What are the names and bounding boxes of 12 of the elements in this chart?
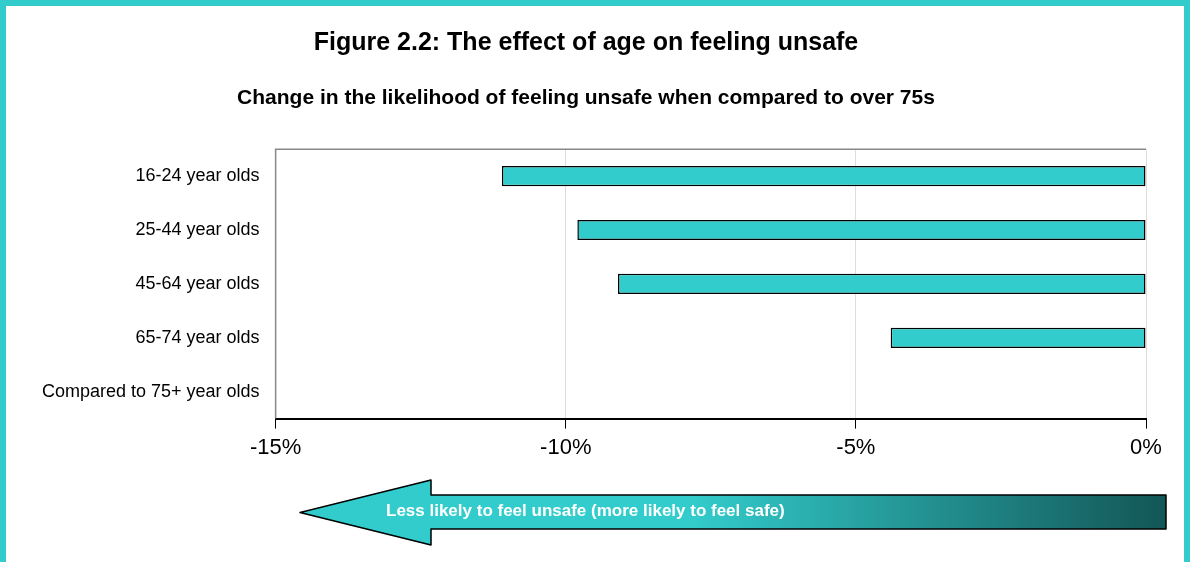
y-tick-label: 65-74 year olds [135,326,260,347]
y-tick-label: 45-64 year olds [135,272,260,293]
text: Less likely to feel unsafe (more likely to feel safe) [386,501,785,521]
x-tick-label: -10% [540,433,592,459]
chart-title: Figure 2.2: The effect of age on feeling unsafe [313,26,859,55]
x-tick-label: -5% [836,433,876,459]
x-tick-label: -15% [249,433,302,459]
x-tick-label: 0% [1130,433,1162,459]
y-tick-label: Compared to 75+ year olds [41,380,260,401]
y-tick-label: 16-24 year olds [135,165,260,186]
chart-subtitle: Change in the likelihood of feeling unsafe when compared to over 75s [237,85,935,109]
y-tick-label: 25-44 year olds [135,218,260,239]
